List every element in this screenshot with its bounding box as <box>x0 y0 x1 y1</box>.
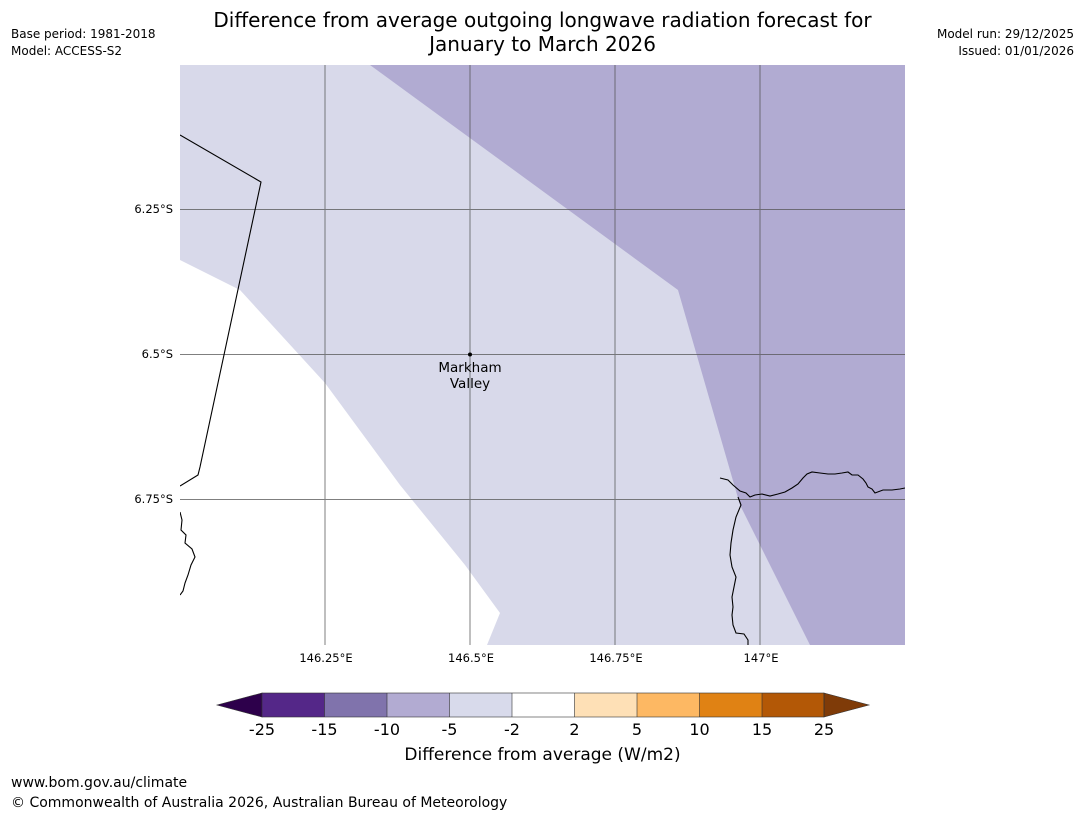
lat-label-6-5: 6.5°S <box>141 347 173 361</box>
footer-url[interactable]: www.bom.gov.au/climate <box>11 775 188 791</box>
lon-label-146-5: 146.5°E <box>448 651 494 665</box>
map-band-minus2-plus2 <box>180 260 500 645</box>
title-line-2: January to March 2026 <box>429 32 656 56</box>
colorbar-tick: -2 <box>504 720 520 739</box>
lon-label-147: 147°E <box>743 651 779 665</box>
colorbar-tick: 10 <box>689 720 710 739</box>
colorbar-tick: -15 <box>311 720 338 739</box>
map-gridlines <box>180 65 905 645</box>
colorbar-tick: 2 <box>569 720 580 739</box>
colorbar-label: Difference from average (W/m2) <box>404 745 681 765</box>
province-boundary-line <box>180 134 262 487</box>
colorbar-tick: -10 <box>373 720 401 739</box>
meta-right: Model run: 29/12/2025 Issued: 01/01/2026 <box>937 26 1074 60</box>
colorbar-segment-9 <box>762 693 824 717</box>
place-label: Markham Valley <box>410 360 530 392</box>
base-period-text: Base period: 1981-2018 <box>11 27 156 41</box>
model-run-text: Model run: 29/12/2025 <box>936 27 1074 41</box>
colorbar-segment-7 <box>637 693 700 717</box>
colorbar-tick: 5 <box>631 720 643 739</box>
footer-copyright: © Commonwealth of Australia 2026, Austra… <box>11 795 508 811</box>
colorbar-dividers <box>261 692 825 718</box>
colorbar-segment-8 <box>699 693 762 717</box>
markham-valley-marker <box>468 352 472 357</box>
lat-label-6-75: 6.75°S <box>134 492 173 506</box>
river-coastline-east <box>719 471 905 498</box>
colorbar-tick: -25 <box>248 720 276 739</box>
colorbar-segment-3 <box>387 693 450 717</box>
river-coastline-south <box>729 496 749 645</box>
issued-text: Issued: 01/01/2026 <box>958 44 1074 58</box>
meta-left: Base period: 1981-2018 Model: ACCESS-S2 <box>11 26 156 60</box>
lat-label-6-25: 6.25°S <box>134 202 173 216</box>
place-label-line-1: Markham <box>438 360 502 376</box>
model-text: Model: ACCESS-S2 <box>11 44 123 58</box>
coastlines <box>180 134 905 645</box>
lon-label-146-75: 146.75°E <box>589 651 643 665</box>
lon-label-146-25: 146.25°E <box>299 651 353 665</box>
title-line-1: Difference from average outgoing longwav… <box>213 8 872 32</box>
colorbar-tick: 25 <box>813 720 835 739</box>
colorbar-segment-1 <box>262 693 325 717</box>
west-coastline <box>180 511 196 596</box>
colorbar-segment-6 <box>574 693 637 717</box>
colorbar-extend-low <box>215 692 263 718</box>
colorbar-segment-2 <box>324 693 387 717</box>
colorbar-segment-5 <box>512 693 575 717</box>
colorbar-tick: 15 <box>751 720 773 739</box>
chart-title: Difference from average outgoing longwav… <box>0 8 1085 56</box>
colorbar <box>215 692 871 718</box>
colorbar-extend-high <box>823 692 871 718</box>
colorbar-segment-4 <box>449 693 512 717</box>
place-label-line-2: Valley <box>449 376 491 392</box>
colorbar-tick: -5 <box>441 720 458 739</box>
forecast-map <box>180 65 905 645</box>
